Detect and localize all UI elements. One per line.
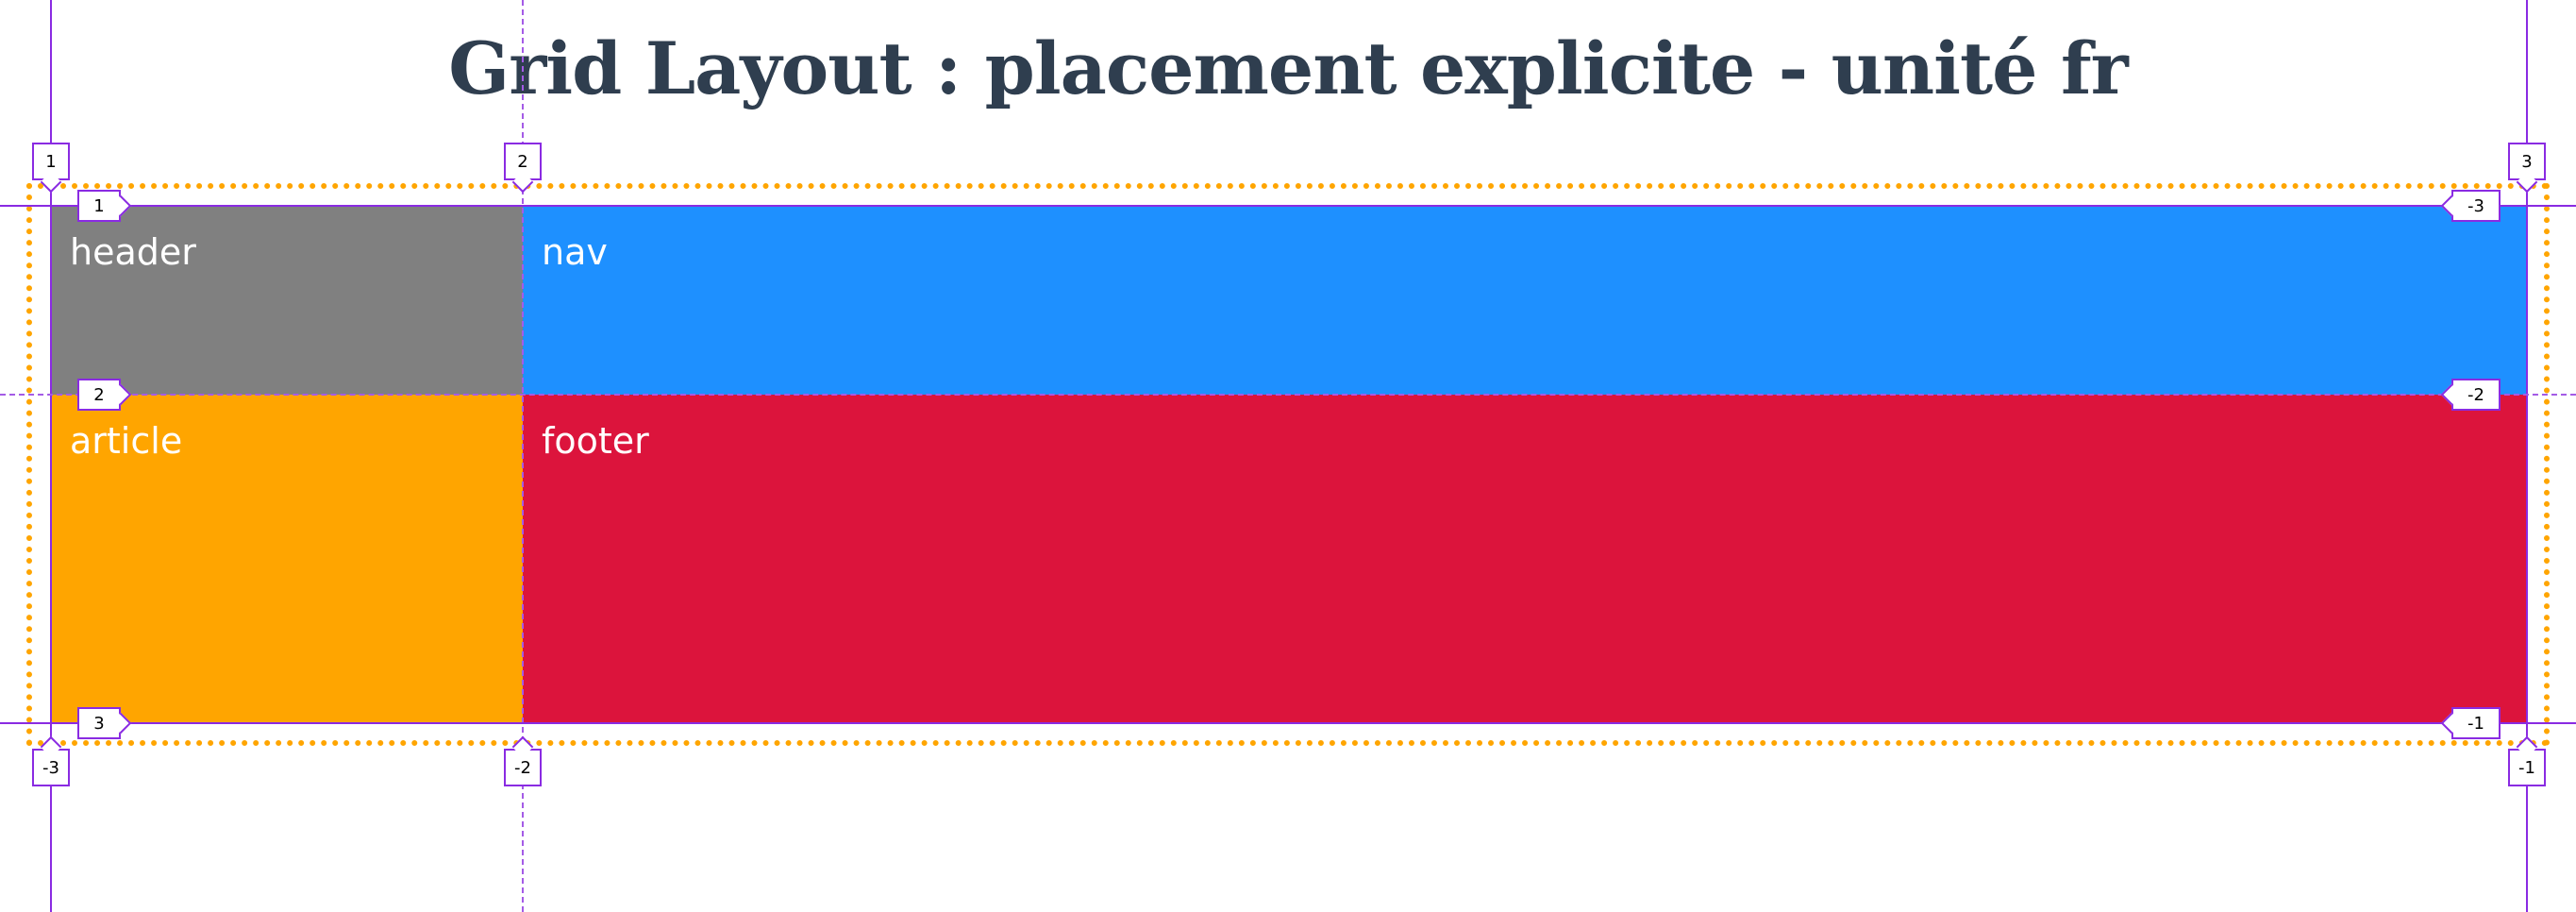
- column-line-negative-number-badge: -1: [2508, 749, 2546, 786]
- column-line-number-badge: 1: [32, 143, 70, 180]
- row-line-number-badge: 1: [77, 190, 121, 222]
- grid-item-header-label: header: [70, 231, 196, 273]
- column-line-number-badge: 3: [2508, 143, 2546, 180]
- row-line-negative-number-badge: -3: [2451, 190, 2501, 222]
- grid-container: header nav article footer: [51, 206, 2527, 723]
- row-line-number-badge: 3: [77, 707, 121, 739]
- row-line-number-badge: 2: [77, 379, 121, 411]
- grid-item-nav: nav: [523, 206, 2527, 395]
- row-line-negative-number-badge: -1: [2451, 707, 2501, 739]
- grid-item-footer-label: footer: [542, 420, 649, 462]
- grid-item-article-label: article: [70, 420, 183, 462]
- grid-item-footer: footer: [523, 395, 2527, 723]
- grid-item-article: article: [51, 395, 523, 723]
- page-title: Grid Layout : placement explicite - unit…: [448, 26, 2128, 110]
- column-line-negative-number-badge: -3: [32, 749, 70, 786]
- grid-item-header: header: [51, 206, 523, 395]
- row-line-negative-number-badge: -2: [2451, 379, 2501, 411]
- grid-container-outline: [26, 183, 2550, 746]
- column-line-number-badge: 2: [504, 143, 542, 180]
- column-line-negative-number-badge: -2: [504, 749, 542, 786]
- grid-item-nav-label: nav: [542, 231, 608, 273]
